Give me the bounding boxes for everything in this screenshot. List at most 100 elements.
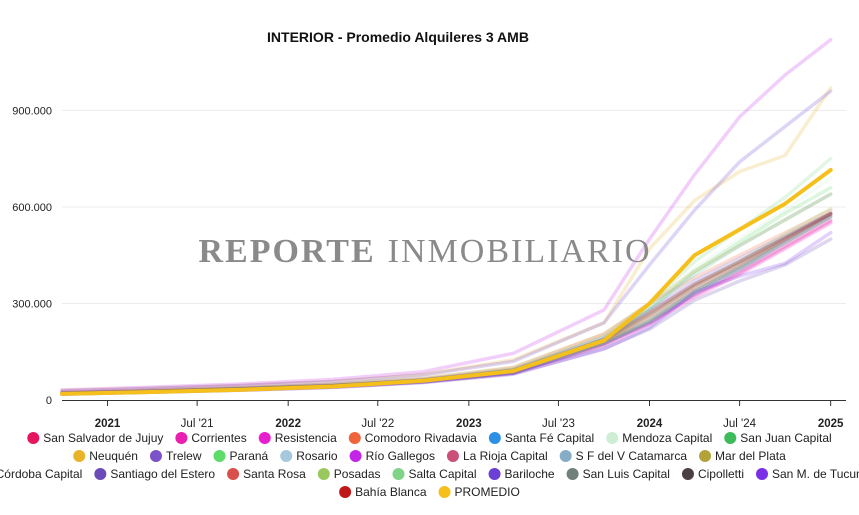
legend-item[interactable]: San Salvador de Jujuy: [27, 431, 163, 445]
legend-item[interactable]: Santa Rosa: [227, 467, 306, 481]
legend-label: Santa Rosa: [243, 467, 306, 481]
legend-marker: [392, 468, 405, 480]
legend-label: Posadas: [334, 467, 381, 481]
legend-marker: [280, 450, 293, 462]
y-tick-label: 900.000: [12, 105, 52, 117]
chart-title: INTERIOR - Promedio Alquileres 3 AMB: [267, 29, 529, 45]
legend-label: Bariloche: [505, 467, 555, 481]
series-line-c-rdoba-capital[interactable]: [60, 192, 833, 395]
x-tick-label: 2021: [95, 418, 121, 430]
legend-label: Mendoza Capital: [622, 431, 712, 445]
y-tick-label: 600.000: [12, 202, 52, 214]
legend-label: Comodoro Rivadavia: [365, 431, 477, 445]
legend-label: Corrientes: [191, 431, 246, 445]
legend-item[interactable]: San Luis Capital: [566, 467, 670, 481]
series-line-mar-del-plata[interactable]: [60, 192, 833, 395]
legend-marker: [27, 432, 40, 444]
legend-item[interactable]: Mar del Plata: [699, 449, 786, 463]
legend-marker: [699, 450, 712, 462]
legend-item[interactable]: Trelew: [149, 449, 202, 463]
legend-marker: [339, 486, 352, 498]
legend-label: San Salvador de Jujuy: [43, 431, 163, 445]
legend-label: Cipolletti: [698, 467, 744, 481]
legend-item[interactable]: San M. de Tucumán: [756, 467, 859, 481]
legend-item[interactable]: Resistencia: [258, 431, 337, 445]
legend-marker: [175, 432, 188, 444]
legend-label: Paraná: [230, 449, 269, 463]
legend-label: Bahía Blanca: [355, 485, 427, 499]
series-line-r-o-gallegos[interactable]: [60, 37, 833, 392]
legend-item[interactable]: Santa Fé Capital: [488, 431, 594, 445]
legend-marker: [566, 468, 579, 480]
gridlines: [62, 109, 846, 304]
legend-label: San Juan Capital: [740, 431, 831, 445]
legend-marker: [213, 450, 226, 462]
legend-item[interactable]: La Rioja Capital: [446, 449, 548, 463]
legend-marker: [349, 450, 362, 462]
y-tick-label: 300.000: [12, 298, 52, 310]
legend-label: Salta Capital: [409, 467, 477, 481]
legend-item[interactable]: PROMEDIO: [438, 485, 520, 499]
legend-item[interactable]: Corrientes: [175, 431, 247, 445]
legend-item[interactable]: Río Gallegos: [349, 449, 435, 463]
legend-marker: [606, 432, 619, 444]
legend-item[interactable]: Bariloche: [488, 467, 555, 481]
legend-label: Trelew: [166, 449, 202, 463]
legend-item[interactable]: San Juan Capital: [724, 431, 832, 445]
watermark: REPORTE INMOBILIARIO: [198, 233, 651, 270]
legend-marker: [149, 450, 162, 462]
legend-marker: [559, 450, 572, 462]
legend-label: San M. de Tucumán: [772, 467, 859, 481]
x-axis: [62, 400, 846, 406]
legend-item[interactable]: Posadas: [317, 467, 381, 481]
legend-item[interactable]: Neuquén: [73, 449, 138, 463]
legend-marker: [227, 468, 240, 480]
series-line-bariloche[interactable]: [60, 89, 833, 393]
legend-item[interactable]: Santiago del Estero: [94, 467, 215, 481]
legend-item[interactable]: Córdoba Capital: [0, 467, 82, 481]
legend-item[interactable]: Salta Capital: [392, 467, 477, 481]
legend-label: Neuquén: [89, 449, 138, 463]
x-tick-label: 2025: [818, 418, 844, 430]
legend-marker: [73, 450, 86, 462]
legend-item[interactable]: S F del V Catamarca: [559, 449, 688, 463]
legend-marker: [488, 468, 501, 480]
legend-marker: [446, 450, 459, 462]
y-tick-label: 0: [46, 395, 52, 407]
x-tick-label: 2024: [637, 418, 663, 430]
legend-item[interactable]: Comodoro Rivadavia: [348, 431, 477, 445]
legend-marker: [258, 432, 271, 444]
legend-label: Santiago del Estero: [110, 467, 215, 481]
x-tick-label: Jul '23: [542, 418, 575, 430]
x-tick-label: 2022: [275, 418, 301, 430]
series-line-neuqu-n[interactable]: [60, 86, 833, 393]
x-tick-label: Jul '24: [723, 418, 756, 430]
legend-item[interactable]: Cipolletti: [681, 467, 744, 481]
legend-label: Santa Fé Capital: [505, 431, 594, 445]
legend: San Salvador de Jujuy Corrientes Resistenc…: [0, 431, 859, 499]
legend-label: Río Gallegos: [366, 449, 435, 463]
y-axis-tick-labels: 0 300.000 600.000 900.000: [12, 105, 52, 407]
x-tick-label: Jul '21: [181, 418, 214, 430]
x-tick-label: 2023: [456, 418, 482, 430]
legend-marker: [94, 468, 107, 480]
legend-item[interactable]: Mendoza Capital: [606, 431, 712, 445]
legend-label: S F del V Catamarca: [576, 449, 688, 463]
legend-marker: [317, 468, 330, 480]
legend-label: PROMEDIO: [455, 485, 520, 499]
legend-label: Resistencia: [275, 431, 337, 445]
series-line-promedio[interactable]: [60, 168, 833, 396]
legend-label: Rosario: [296, 449, 338, 463]
legend-marker: [756, 468, 768, 480]
legend-label: Córdoba Capital: [0, 467, 82, 481]
legend-item[interactable]: Rosario: [280, 449, 338, 463]
legend-marker: [348, 432, 361, 444]
legend-item[interactable]: Bahía Blanca: [339, 485, 427, 499]
x-tick-label: Jul '22: [361, 418, 394, 430]
legend-item[interactable]: Paraná: [213, 449, 269, 463]
legend-marker: [488, 432, 501, 444]
legend-label: La Rioja Capital: [463, 449, 548, 463]
